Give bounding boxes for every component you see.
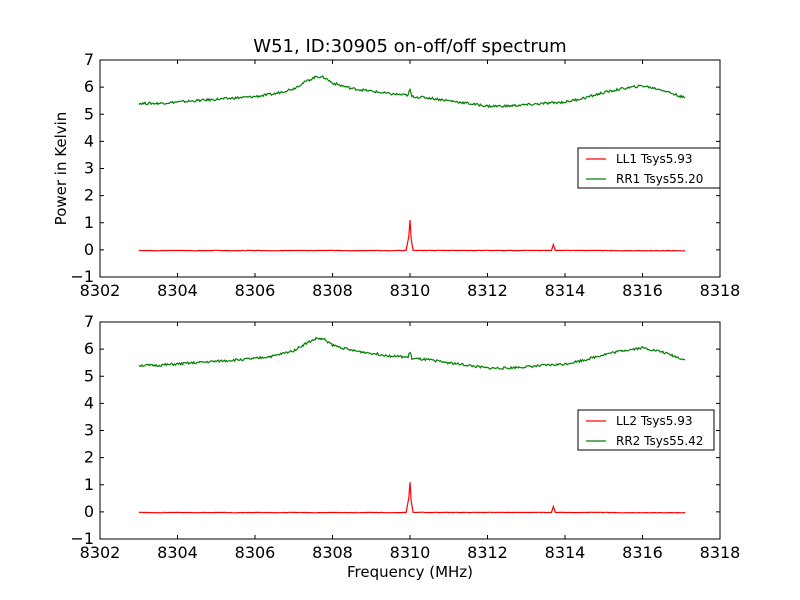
y-tick-label: 6 (84, 339, 94, 358)
y-tick-label: 3 (84, 159, 94, 178)
x-tick-label: 8302 (80, 281, 121, 300)
chart-panel-1: 8302 8304 8306 8308 8310 8312 8314 8316 8318 −1 0 1… (52, 36, 740, 300)
chart-title: W51, ID:30905 on-off/off spectrum (253, 36, 566, 57)
y-tick-label: 7 (84, 50, 94, 69)
legend-label: RR1 Tsys55.20 (616, 172, 703, 186)
x-axis-label: Frequency (MHz) (347, 563, 473, 581)
x-tick-label: 8314 (545, 543, 586, 562)
legend-label: LL2 Tsys5.93 (616, 414, 693, 428)
x-tick-label: 8310 (390, 281, 431, 300)
x-tick-label: 8312 (467, 281, 508, 300)
y-tick-label: −1 (70, 529, 94, 548)
legend-box (577, 147, 721, 189)
y-tick-label: 5 (84, 104, 94, 123)
y-tick-label: 2 (84, 448, 94, 467)
x-tick-label: 8318 (700, 281, 741, 300)
legend-label: LL1 Tsys5.93 (616, 152, 693, 166)
y-tick-label: 3 (84, 421, 94, 440)
series-line-rr2 (138, 336, 686, 370)
y-tick-label: 5 (84, 366, 94, 385)
x-tick-label: 8312 (467, 543, 508, 562)
y-tick-label: 2 (84, 186, 94, 205)
series-line-ll2 (138, 482, 686, 514)
y-tick-label: 0 (84, 502, 94, 521)
y-tick-label: 4 (84, 393, 94, 412)
y-tick-label: 1 (84, 475, 94, 494)
y-tick-label: 0 (84, 240, 94, 259)
x-tick-label: 8306 (235, 543, 276, 562)
x-tick-label: 8304 (157, 281, 198, 300)
y-axis-label: Power in Kelvin (52, 112, 70, 226)
x-tick-label: 8316 (622, 281, 663, 300)
x-tick-label: 8308 (312, 543, 353, 562)
x-tick-label: 8304 (157, 543, 198, 562)
y-tick-label: 6 (84, 77, 94, 96)
x-tick-label: 8318 (700, 543, 741, 562)
chart-panel-2: 8302 8304 8306 8308 8310 8312 8314 8316 8318 −1 0 1… (70, 312, 740, 581)
legend-box (577, 409, 715, 451)
y-tick-label: 1 (84, 213, 94, 232)
legend: LL1 Tsys5.93 RR1 Tsys55.20 (577, 147, 721, 189)
x-tick-label: 8308 (312, 281, 353, 300)
x-tick-label: 8310 (390, 543, 431, 562)
y-tick-label: 4 (84, 131, 94, 150)
y-tick-label: 7 (84, 312, 94, 331)
x-tick-label: 8314 (545, 281, 586, 300)
x-tick-label: 8306 (235, 281, 276, 300)
x-tick-label: 8316 (622, 543, 663, 562)
legend: LL2 Tsys5.93 RR2 Tsys55.42 (577, 409, 715, 451)
series-line-ll1 (138, 220, 686, 252)
y-tick-label: −1 (70, 267, 94, 286)
x-tick-label: 8302 (80, 543, 121, 562)
series-line-rr1 (138, 75, 686, 109)
legend-label: RR2 Tsys55.42 (616, 434, 703, 448)
